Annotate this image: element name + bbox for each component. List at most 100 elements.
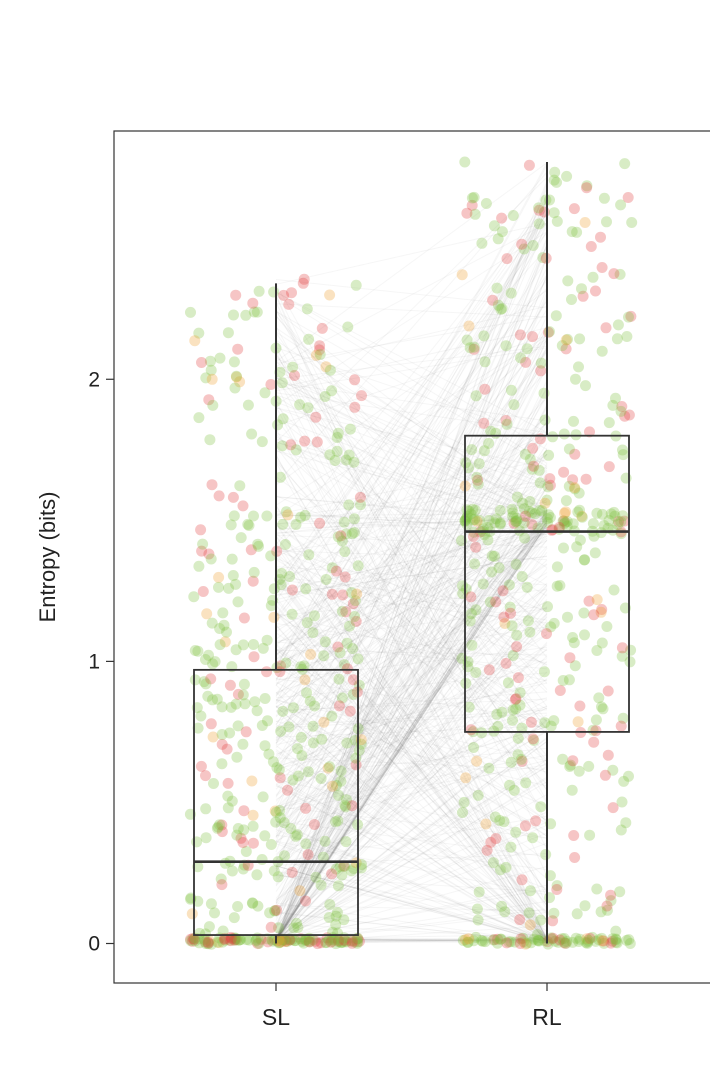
data-point <box>307 627 318 638</box>
data-point <box>207 658 218 669</box>
data-point <box>508 399 519 410</box>
data-point <box>237 739 248 750</box>
data-point <box>207 618 218 629</box>
data-point <box>193 412 204 423</box>
data-point <box>501 658 512 669</box>
data-point <box>570 374 581 385</box>
data-point <box>580 380 591 391</box>
data-point <box>200 803 211 814</box>
data-point <box>353 653 364 664</box>
data-point <box>547 431 558 442</box>
data-point <box>223 327 234 338</box>
data-point <box>507 715 518 726</box>
data-point <box>339 546 350 557</box>
data-point <box>534 218 545 229</box>
data-point <box>216 879 227 890</box>
data-point <box>317 323 328 334</box>
data-point <box>215 353 226 364</box>
data-point <box>208 778 219 789</box>
data-point <box>588 272 599 283</box>
data-point <box>581 474 592 485</box>
data-point <box>246 776 257 787</box>
data-point <box>459 797 470 808</box>
data-point <box>214 819 225 830</box>
data-point <box>229 356 240 367</box>
data-point <box>287 362 298 373</box>
data-point <box>287 609 298 620</box>
data-point <box>561 495 572 506</box>
data-point <box>215 639 226 650</box>
data-point <box>555 685 566 696</box>
data-point <box>291 444 302 455</box>
data-point <box>492 283 503 294</box>
data-point <box>282 785 293 796</box>
data-point <box>257 854 268 865</box>
data-point <box>197 539 208 550</box>
data-point <box>609 511 620 522</box>
data-point <box>547 933 558 944</box>
data-point <box>621 473 632 484</box>
data-point <box>522 343 533 354</box>
data-point <box>566 294 577 305</box>
data-point <box>249 651 260 662</box>
data-point <box>525 885 536 896</box>
data-point <box>296 732 307 743</box>
data-point <box>471 756 482 767</box>
data-point <box>599 193 610 204</box>
y-tick-label: 1 <box>88 650 100 673</box>
data-point <box>331 566 342 577</box>
data-point <box>461 504 472 515</box>
data-point <box>243 400 254 411</box>
data-point <box>229 510 240 521</box>
data-point <box>562 275 573 286</box>
data-point <box>463 933 474 944</box>
data-point <box>551 310 562 321</box>
data-point <box>275 726 286 737</box>
data-point <box>324 290 335 301</box>
data-point <box>238 805 249 816</box>
data-point <box>517 571 528 582</box>
data-point <box>240 310 251 321</box>
data-point <box>217 607 228 618</box>
data-point <box>473 915 484 926</box>
data-point <box>206 554 217 565</box>
data-point <box>292 743 303 754</box>
data-point <box>241 726 252 737</box>
data-point <box>321 574 332 585</box>
data-point <box>471 604 482 615</box>
data-point <box>528 733 539 744</box>
data-point <box>277 377 288 388</box>
data-point <box>238 824 249 835</box>
data-point <box>535 915 546 926</box>
data-point <box>238 639 249 650</box>
data-point <box>462 661 473 672</box>
data-point <box>510 516 521 527</box>
data-point <box>303 549 314 560</box>
data-point <box>198 586 209 597</box>
data-point <box>191 836 202 847</box>
data-point <box>489 220 500 231</box>
data-point <box>216 758 227 769</box>
data-point <box>351 589 362 600</box>
data-point <box>238 500 249 511</box>
data-point <box>187 908 198 919</box>
data-point <box>590 286 601 297</box>
data-point <box>302 303 313 314</box>
data-point <box>347 528 358 539</box>
data-point <box>277 519 288 530</box>
data-point <box>334 674 345 685</box>
data-point <box>349 611 360 622</box>
data-point <box>610 934 621 945</box>
data-point <box>217 739 228 750</box>
data-point <box>274 805 285 816</box>
data-point <box>327 589 338 600</box>
data-point <box>517 874 528 885</box>
data-point <box>572 908 583 919</box>
data-point <box>490 428 501 439</box>
data-point <box>231 699 242 710</box>
data-point <box>266 839 277 850</box>
data-point <box>542 513 553 524</box>
data-point <box>484 664 495 675</box>
data-point <box>248 639 259 650</box>
